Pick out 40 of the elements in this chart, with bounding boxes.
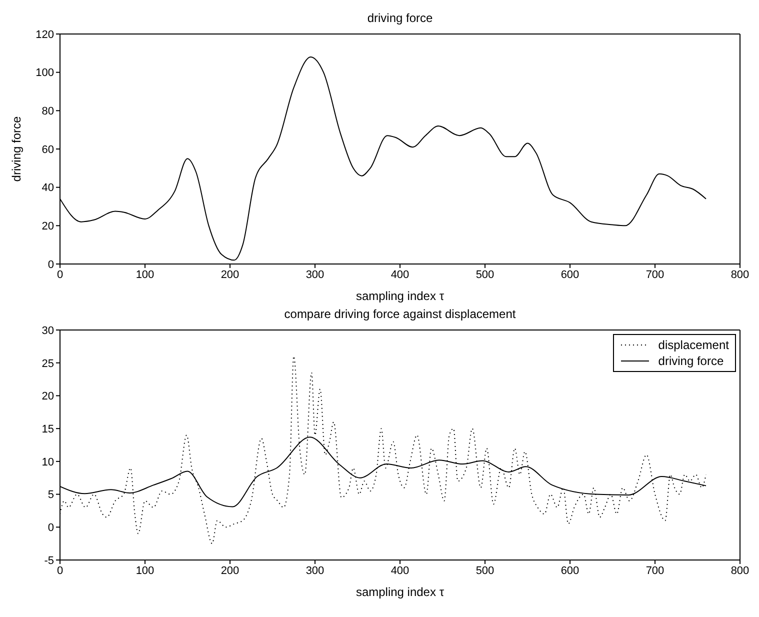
x-tick-label: 800 (730, 564, 750, 577)
x-tick-label: 500 (476, 268, 494, 281)
x-axis-title: sampling index τ (356, 585, 444, 599)
chart-title: compare driving force against displacement (283, 306, 517, 323)
x-tick-label: 100 (136, 268, 154, 281)
y-tick-label: 60 (42, 144, 54, 156)
y-tick-label: 0 (48, 522, 54, 534)
x-axis-title: sampling index τ (356, 289, 444, 303)
x-tick-label: 800 (730, 268, 750, 281)
y-tick-label: 5 (48, 489, 54, 502)
x-tick-label: 400 (390, 268, 410, 281)
y-tick-label: 30 (42, 324, 54, 337)
y-tick-label: 15 (42, 423, 54, 436)
y-tick-label: 10 (42, 456, 54, 468)
y-tick-label: -5 (44, 554, 54, 567)
x-tick-label: 700 (646, 564, 664, 577)
x-tick-label: 0 (56, 564, 64, 577)
x-tick-label: 0 (56, 268, 64, 281)
y-tick-label: 40 (42, 182, 54, 194)
x-tick-label: 300 (306, 268, 324, 281)
legend-label: displacement (658, 337, 729, 353)
x-tick-label: 300 (306, 564, 324, 577)
x-tick-label: 400 (390, 564, 410, 577)
chart-title: driving force (366, 10, 434, 27)
y-axis-title: driving force (9, 116, 24, 182)
y-tick-label: 25 (42, 358, 54, 370)
x-tick-label: 200 (220, 268, 240, 281)
x-tick-label: 100 (136, 564, 154, 577)
x-tick-label: 200 (220, 564, 240, 577)
x-tick-label: 600 (560, 268, 580, 281)
y-tick-label: 80 (42, 106, 54, 118)
y-tick-label: 120 (36, 28, 54, 41)
y-tick-label: 100 (36, 67, 54, 80)
legend-label: driving force (658, 353, 724, 369)
x-tick-label: 500 (476, 564, 494, 577)
y-tick-label: 20 (42, 220, 54, 233)
y-tick-label: 20 (42, 390, 54, 403)
x-tick-label: 600 (560, 564, 580, 577)
y-tick-label: 0 (48, 258, 54, 271)
x-tick-label: 700 (646, 268, 664, 281)
